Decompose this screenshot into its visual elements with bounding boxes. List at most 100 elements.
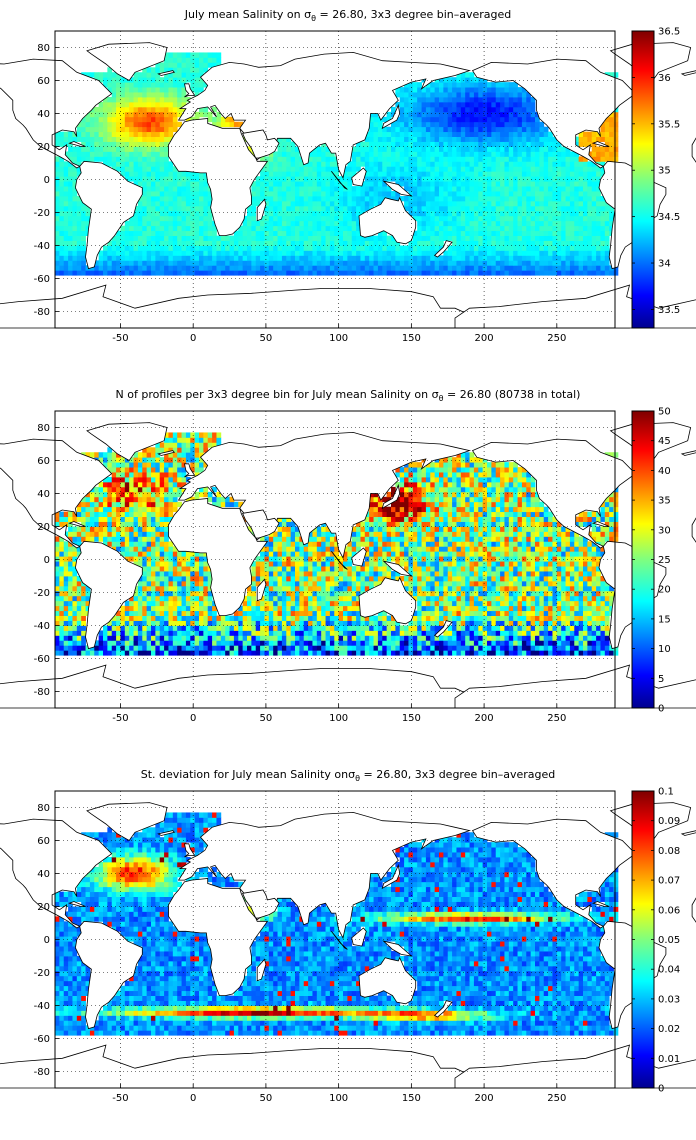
data-cell	[421, 156, 427, 162]
data-cell	[268, 230, 274, 236]
data-cell	[194, 240, 200, 246]
data-cell	[146, 106, 152, 113]
data-cell	[81, 245, 86, 251]
data-cell	[177, 650, 182, 656]
data-cell	[491, 245, 497, 251]
data-cell	[168, 191, 174, 197]
data-cell	[303, 630, 309, 636]
data-cell	[172, 191, 178, 197]
data-cell	[194, 630, 200, 636]
data-cell	[473, 82, 479, 88]
data-cell	[168, 57, 174, 63]
data-cell	[487, 210, 492, 217]
data-cell	[491, 146, 497, 152]
data-cell	[107, 82, 113, 88]
data-cell	[229, 645, 235, 651]
data-cell	[137, 181, 143, 187]
data-cell	[508, 111, 514, 118]
data-cell	[325, 146, 331, 152]
data-cell	[155, 610, 161, 616]
data-cell	[517, 235, 523, 241]
data-cell	[164, 116, 169, 123]
data-cell	[111, 97, 117, 103]
data-cell	[583, 136, 588, 142]
data-cell	[591, 161, 597, 167]
data-cell	[68, 605, 73, 612]
data-cell	[604, 156, 610, 162]
data-cell	[591, 630, 597, 636]
data-cell	[469, 640, 475, 646]
data-cell	[203, 250, 209, 256]
data-cell	[356, 650, 361, 656]
data-cell	[89, 650, 95, 656]
data-cell	[556, 630, 562, 636]
data-cell	[561, 210, 566, 217]
data-cell	[103, 156, 108, 162]
data-cell	[578, 630, 584, 636]
data-cell	[286, 605, 292, 612]
data-cell	[203, 205, 209, 212]
data-cell	[343, 181, 348, 187]
data-cell	[482, 265, 488, 271]
data-cell	[521, 106, 527, 113]
data-cell	[207, 245, 213, 251]
data-cell	[264, 265, 270, 271]
data-cell	[247, 610, 252, 616]
data-cell	[382, 186, 388, 192]
data-cell	[308, 215, 313, 222]
data-cell	[181, 77, 187, 83]
data-cell	[434, 235, 440, 241]
data-cell	[408, 196, 414, 202]
data-cell	[185, 215, 191, 222]
data-cell	[194, 620, 200, 626]
data-cell	[574, 250, 580, 256]
data-cell	[63, 161, 69, 167]
data-cell	[303, 615, 309, 621]
data-cell	[120, 136, 126, 142]
data-cell	[316, 161, 322, 167]
data-cell	[382, 230, 388, 236]
data-cell	[465, 176, 470, 182]
data-cell	[600, 215, 606, 222]
data-cell	[199, 87, 204, 93]
data-cell	[247, 605, 252, 612]
data-cell	[535, 610, 540, 616]
data-cell	[255, 176, 261, 182]
data-cell	[260, 171, 265, 177]
data-cell	[469, 630, 475, 636]
data-cell	[456, 200, 462, 207]
data-cell	[107, 161, 113, 167]
data-cell	[452, 92, 457, 98]
data-cell	[76, 255, 82, 261]
data-cell	[478, 181, 484, 187]
data-cell	[146, 141, 152, 147]
data-cell	[168, 116, 174, 123]
data-cell	[107, 111, 113, 118]
data-cell	[469, 270, 475, 276]
data-cell	[203, 196, 209, 202]
data-cell	[504, 215, 510, 222]
data-cell	[473, 111, 479, 118]
data-cell	[377, 265, 383, 271]
data-cell	[181, 615, 187, 621]
data-cell	[159, 161, 165, 167]
data-cell	[172, 245, 178, 251]
data-cell	[364, 615, 370, 621]
data-cell	[316, 240, 322, 246]
data-cell	[177, 186, 182, 192]
data-cell	[120, 635, 126, 641]
data-cell	[552, 141, 558, 147]
data-cell	[59, 181, 65, 187]
data-cell	[76, 640, 82, 646]
data-cell	[277, 176, 283, 182]
data-cell	[508, 186, 514, 192]
data-cell	[521, 215, 527, 222]
data-cell	[159, 141, 165, 147]
data-cell	[151, 650, 156, 656]
data-cell	[164, 106, 169, 113]
data-cell	[439, 615, 444, 621]
data-cell	[460, 146, 466, 152]
data-cell	[447, 255, 453, 261]
data-cell	[247, 245, 252, 251]
data-cell	[142, 265, 148, 271]
